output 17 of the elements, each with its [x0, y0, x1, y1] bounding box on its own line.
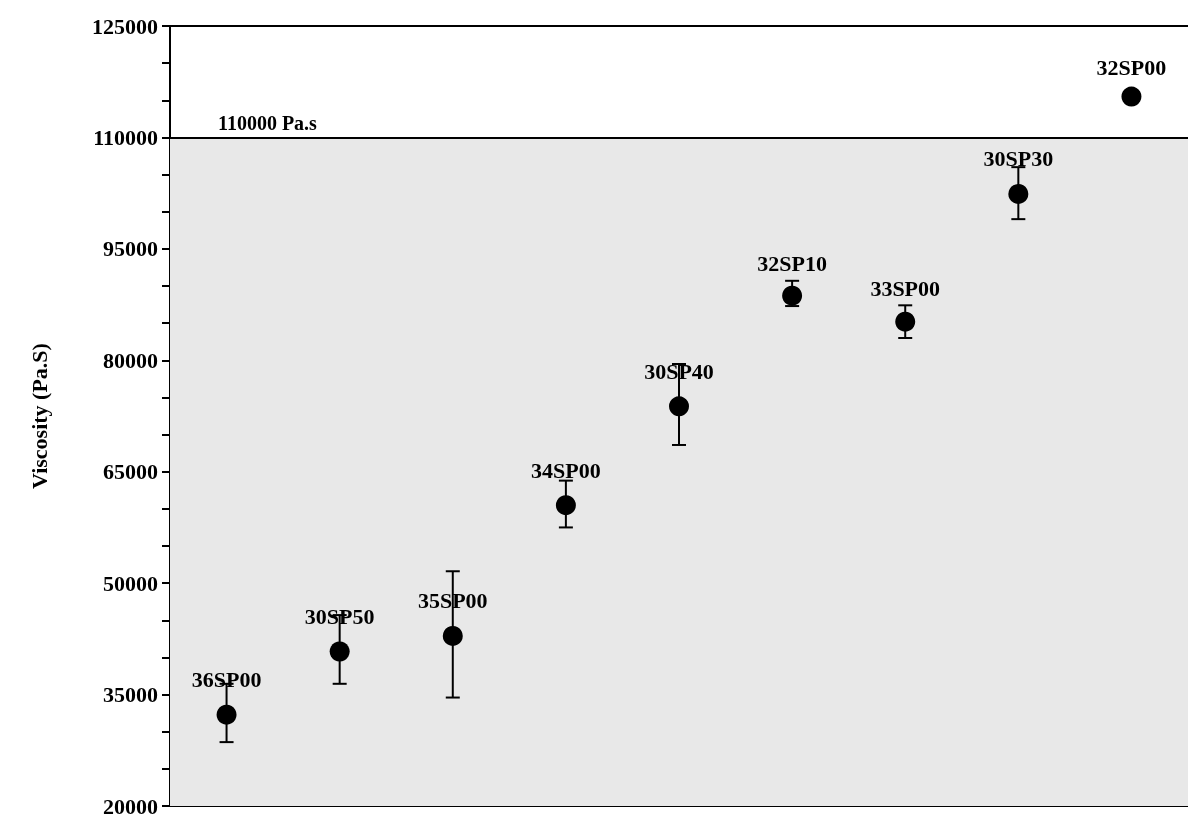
series-label: 32SP00 [1096, 55, 1167, 81]
y-axis-title: Viscosity (Pa.S) [26, 343, 52, 489]
y-tick-label: 35000 [103, 682, 158, 708]
series-label: 32SP10 [757, 251, 827, 277]
y-tick-label: 50000 [103, 570, 158, 596]
series-label: 30SP30 [983, 146, 1054, 172]
ref-line-label: 110000 Pa.s [218, 112, 318, 135]
series-label: 34SP00 [531, 457, 601, 483]
series-label: 36SP00 [191, 667, 262, 693]
y-tick-label: 65000 [103, 459, 158, 485]
y-tick-label: 95000 [103, 236, 158, 262]
y-tick-label: 20000 [103, 793, 158, 817]
series-label: 33SP00 [870, 275, 941, 301]
y-tick-label: 125000 [92, 13, 158, 39]
y-tick-label: 110000 [93, 124, 158, 150]
y-tick-label: 80000 [103, 347, 158, 373]
series-label: 30SP50 [304, 603, 375, 629]
